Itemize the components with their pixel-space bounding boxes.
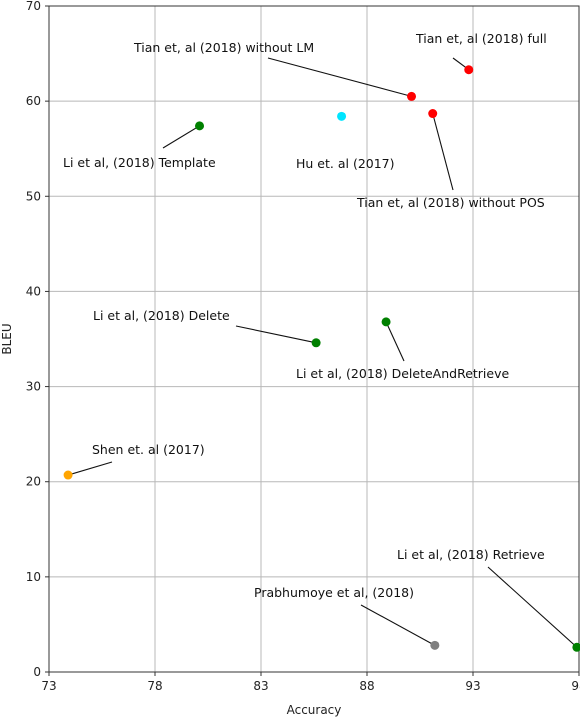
ticks: 73 78 83 88 93 98 0 10 20 30 40 50 60 70 [26, 0, 580, 693]
annotation-line [360, 604, 436, 646]
data-point [195, 121, 205, 131]
plot-frame [48, 5, 580, 673]
annotation-line [235, 325, 317, 344]
y-tick-label: 0 [33, 665, 41, 679]
annotation-line [487, 566, 578, 648]
x-tick-label: 73 [41, 679, 56, 693]
y-tick-label: 30 [26, 380, 41, 394]
x-tick-label: 78 [147, 679, 162, 693]
y-axis-label: BLEU [0, 323, 14, 354]
point-annotation: Prabhumoye et al, (2018) [254, 585, 414, 600]
point-annotation: Hu et. al (2017) [296, 156, 395, 171]
point-annotation: Tian et, al (2018) full [415, 31, 547, 46]
x-axis-label: Accuracy [287, 703, 342, 717]
annotation-line [432, 113, 454, 191]
data-point [337, 111, 347, 121]
y-tick-label: 50 [26, 189, 41, 203]
data-point [407, 91, 417, 101]
y-tick-label: 70 [26, 0, 41, 13]
y-tick-label: 40 [26, 284, 41, 298]
annotation-lines [67, 57, 578, 648]
x-tick-label: 88 [359, 679, 374, 693]
data-point [572, 642, 580, 652]
annotation-line [162, 125, 200, 149]
point-annotation: Li et al, (2018) Delete [93, 308, 230, 323]
annotation-line [267, 57, 412, 97]
data-point [381, 317, 391, 327]
point-annotation: Tian et, al (2018) without LM [133, 40, 314, 55]
point-annotation: Shen et. al (2017) [92, 442, 205, 457]
point-annotation: Li et al, (2018) Template [63, 155, 216, 170]
x-tick-label: 98 [571, 679, 580, 693]
data-points [63, 65, 580, 652]
point-annotation: Li et al, (2018) Retrieve [397, 547, 545, 562]
point-annotation: Li et al, (2018) DeleteAndRetrieve [296, 366, 509, 381]
y-tick-label: 20 [26, 475, 41, 489]
point-annotation: Tian et, al (2018) without POS [356, 195, 545, 210]
data-point [311, 338, 321, 348]
data-point [464, 65, 474, 75]
data-point [430, 640, 440, 650]
x-tick-label: 93 [465, 679, 480, 693]
x-tick-label: 83 [253, 679, 268, 693]
y-tick-label: 60 [26, 94, 41, 108]
annotation-line [385, 321, 405, 362]
y-tick-label: 10 [26, 570, 41, 584]
annotations: Tian et, al (2018) full Tian et, al (2018… [63, 31, 547, 600]
data-point [428, 109, 438, 119]
data-point [63, 470, 73, 480]
annotation-line [67, 461, 113, 476]
